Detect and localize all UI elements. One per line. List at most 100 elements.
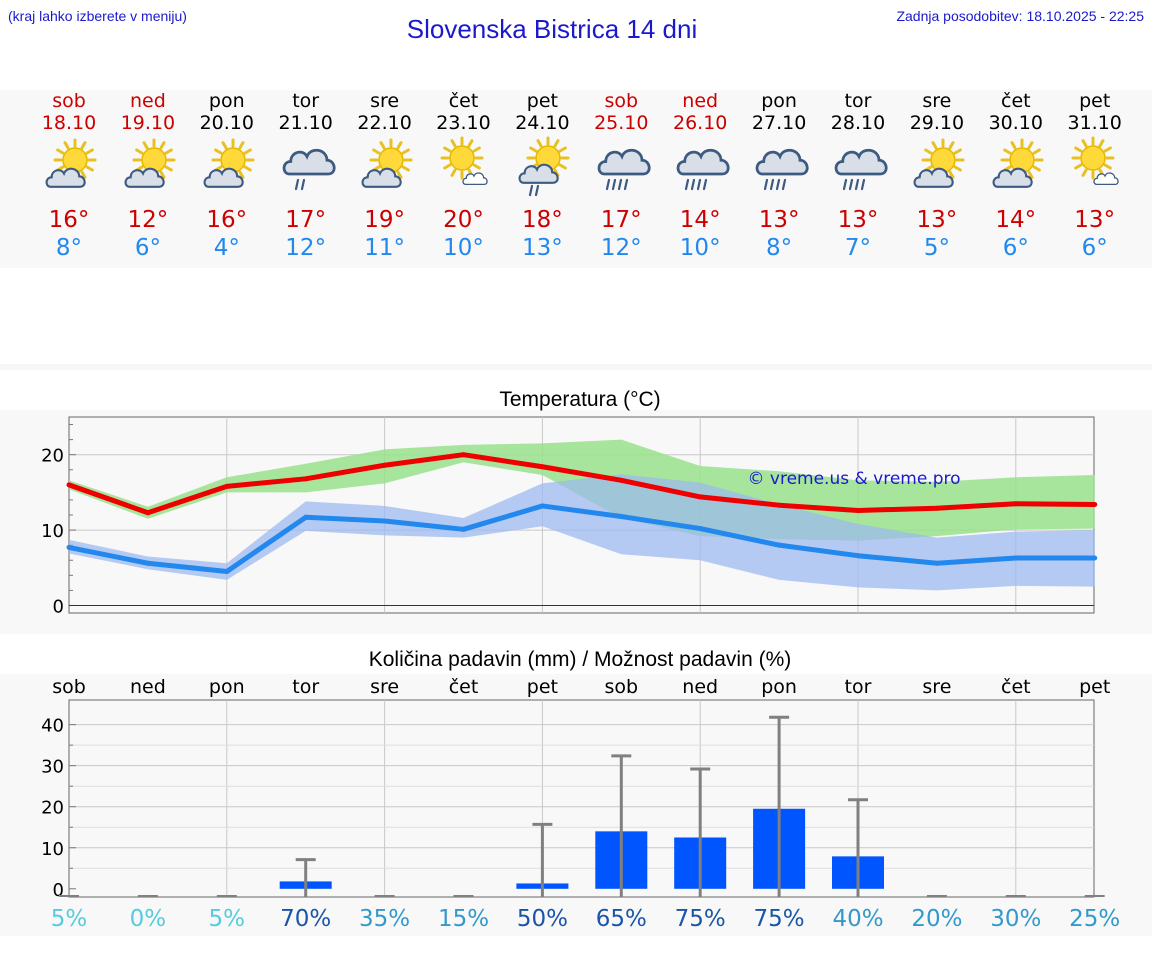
tmin-point (224, 569, 230, 575)
sun-disc (448, 145, 475, 171)
x-category-label: sob (52, 676, 86, 698)
tmin-point (1092, 555, 1098, 561)
day-date: 22.10 (357, 112, 412, 134)
day-column: ned 26.10 14° 10° (661, 90, 739, 262)
rain-drop (763, 178, 769, 191)
sun-ray (953, 165, 962, 172)
rain-drops (606, 178, 629, 191)
day-date: 31.10 (1067, 112, 1122, 134)
rain-drop (294, 178, 299, 191)
y-tick-label: 0 (53, 596, 64, 617)
sun-cloud-icon (913, 138, 965, 188)
sun-ray (238, 141, 245, 150)
sun-cloud-icon (361, 138, 413, 188)
sun-disc (1009, 147, 1035, 173)
sun-ray (948, 170, 955, 179)
tmax-point (303, 476, 309, 482)
cloud-shape (203, 167, 244, 188)
x-category-label: ned (682, 676, 718, 698)
sun-ray (243, 148, 252, 155)
sun-ray (159, 170, 166, 179)
temp-min: 5° (923, 235, 950, 261)
rain-drop (606, 178, 611, 191)
rain-drop (854, 178, 860, 191)
sun-ray (379, 141, 386, 150)
tmin-range-band (69, 474, 1095, 591)
precip-chance-label: 15% (438, 906, 489, 932)
sun-ray (1027, 141, 1034, 150)
day-name: sob (604, 90, 639, 112)
precip-chance-label: 5% (51, 906, 88, 932)
sun-ray (396, 141, 403, 150)
sun-ray (63, 141, 70, 150)
precip-chance-label: 65% (596, 906, 647, 932)
tmin-point (66, 544, 72, 550)
day-name: sre (370, 90, 400, 112)
y-tick-label: 0 (53, 880, 64, 901)
sun-ray (442, 146, 451, 153)
cloud-shape (45, 167, 86, 188)
x-category-label: pet (527, 676, 558, 698)
sun-ray (85, 165, 94, 172)
sun-disc (141, 147, 167, 173)
x-category-label: pet (1079, 676, 1110, 698)
cloud-body (45, 167, 86, 188)
cloud-body (461, 172, 488, 186)
tmax-line (68, 452, 1095, 516)
sun-disc (220, 147, 246, 173)
rain-drop (685, 178, 690, 191)
sun-ray (536, 139, 543, 148)
sun-ray (953, 148, 962, 155)
cloud-shape (361, 167, 402, 188)
tmin-point (855, 553, 861, 559)
precipitation-chart: sob ned pon tor sre čet pet sob ned pon tor sre čet p… (41, 676, 1120, 932)
cloud-shape (992, 167, 1033, 188)
x-category-label: ned (130, 676, 166, 698)
cloud-shape (597, 148, 651, 176)
precip-chance-label: 5% (209, 906, 246, 932)
day-column: sob 25.10 17° 12° (582, 90, 660, 262)
y-tick-label: 20 (41, 446, 64, 467)
cloud-body (203, 167, 244, 188)
day-column: čet 30.10 14° 6° (977, 90, 1055, 262)
sun-ray (213, 148, 223, 155)
cloud-shape (913, 167, 954, 188)
temp-max: 19° (364, 207, 405, 233)
sun-cloud-icon (203, 138, 255, 188)
day-name: čet (1001, 90, 1031, 112)
temp-max: 12° (127, 207, 169, 233)
sun-shape (440, 136, 483, 180)
day-date: 25.10 (594, 112, 649, 134)
location-hint[interactable]: (kraj lahko izberete v meniju) (8, 8, 187, 24)
precip-chance-label: 35% (359, 906, 410, 932)
day-date: 29.10 (909, 112, 965, 134)
tmax-point (382, 462, 388, 468)
temp-min: 6° (1081, 235, 1108, 261)
sun-ray (472, 163, 481, 170)
x-category-label: tor (845, 676, 872, 698)
day-date: 27.10 (751, 112, 807, 134)
cloud-body (755, 148, 809, 176)
tmax-point (224, 483, 230, 489)
cloud-shape (461, 172, 488, 186)
rain-drop (612, 178, 617, 191)
cloud-shape (676, 148, 730, 176)
x-category-label: tor (292, 676, 319, 698)
day-column: pet 24.10 18° 13° (503, 90, 581, 262)
cloud-body (597, 148, 651, 176)
x-category-label: čet (449, 676, 479, 698)
sun-ray (559, 163, 568, 170)
precipitation-chart-title: Količina padavin (mm) / Možnost padavin … (368, 648, 792, 671)
temp-max: 14° (995, 207, 1037, 233)
tmax-point (1092, 501, 1098, 507)
sun-ray (1103, 146, 1112, 153)
sun-ray (1073, 163, 1083, 170)
sun-ray (85, 148, 94, 155)
sun-ray (1098, 139, 1105, 148)
cloud-body (124, 167, 165, 188)
cloud-shape (1093, 172, 1119, 186)
day-name: čet (448, 90, 479, 112)
sun-small-cloud-icon (1071, 136, 1119, 186)
tmax-point (934, 505, 940, 511)
x-category-label: sre (922, 676, 951, 698)
